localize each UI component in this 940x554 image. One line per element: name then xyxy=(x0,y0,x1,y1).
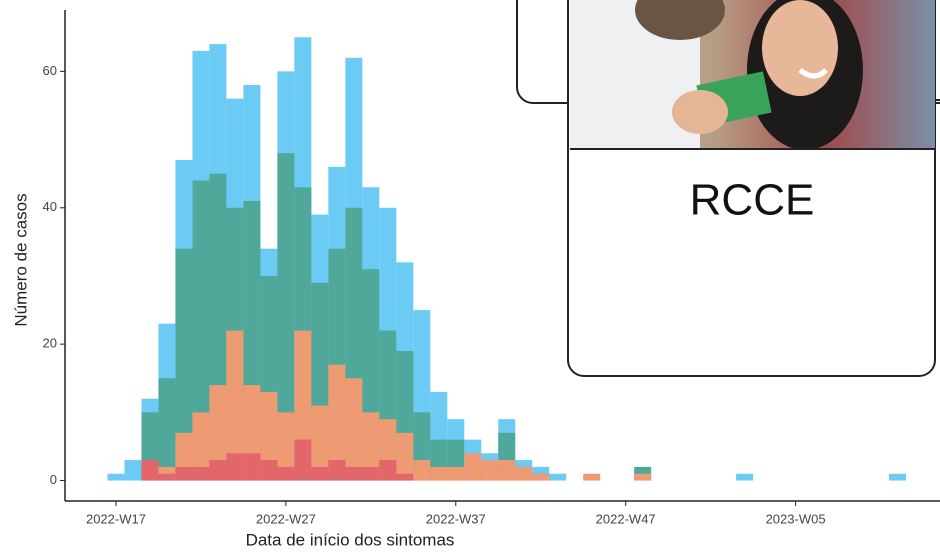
bar xyxy=(345,378,363,481)
bar xyxy=(549,473,567,481)
bar xyxy=(345,466,363,481)
bar xyxy=(362,466,380,481)
bar xyxy=(379,460,397,481)
photo-face xyxy=(762,0,838,96)
bar xyxy=(277,153,295,481)
bar xyxy=(362,412,380,481)
bar xyxy=(158,473,176,481)
bar xyxy=(209,385,227,481)
x-axis-title: Data de início dos sintomas xyxy=(246,530,455,549)
bar xyxy=(209,460,227,481)
bar xyxy=(498,460,516,481)
bar xyxy=(192,466,210,481)
plot: 0 20 40 60 2022-W17 2022-W27 2022-W37 2022-W47 2… xyxy=(43,10,940,526)
bar xyxy=(124,460,142,481)
bar xyxy=(464,453,482,481)
x-tick-label: 2022-W47 xyxy=(596,511,656,526)
bar xyxy=(481,460,499,481)
bar xyxy=(294,439,312,481)
photo-hand xyxy=(672,90,728,134)
bar xyxy=(532,473,550,481)
bar xyxy=(430,466,448,481)
bar xyxy=(515,466,533,481)
bar xyxy=(192,412,210,481)
bar xyxy=(583,473,601,481)
bar xyxy=(311,405,329,481)
bar xyxy=(277,466,295,481)
bar xyxy=(889,473,907,481)
bar xyxy=(413,460,431,481)
x-tick-label: 2022-W37 xyxy=(426,511,486,526)
bar xyxy=(328,364,346,481)
bar xyxy=(175,466,193,481)
bar xyxy=(107,473,125,481)
bar xyxy=(260,391,278,481)
bar xyxy=(447,466,465,481)
x-tick-label: 2022-W17 xyxy=(86,511,146,526)
y-tick-label: 60 xyxy=(43,63,57,78)
bar xyxy=(328,460,346,481)
bar xyxy=(243,453,261,481)
bar xyxy=(260,460,278,481)
bar xyxy=(396,432,414,481)
y-tick-label: 20 xyxy=(43,336,57,351)
bar xyxy=(226,330,244,481)
bar xyxy=(192,180,210,481)
bar xyxy=(634,473,652,481)
photo-beard xyxy=(635,0,725,40)
photo-smile xyxy=(798,67,828,79)
y-tick-label: 0 xyxy=(50,472,57,487)
y-axis-title: Número de casos xyxy=(11,193,30,326)
bar xyxy=(158,378,176,481)
bar xyxy=(141,460,159,481)
y-tick-label: 40 xyxy=(43,199,57,214)
x-tick-label: 2023-W05 xyxy=(766,511,826,526)
bar xyxy=(311,466,329,481)
x-tick-label: 2022-W27 xyxy=(256,511,316,526)
bar xyxy=(736,473,754,481)
bar xyxy=(175,248,193,481)
bar xyxy=(226,453,244,481)
overlay: RCCE xyxy=(516,0,940,377)
bar xyxy=(396,473,414,481)
card-label[interactable]: RCCE xyxy=(690,176,815,225)
bar xyxy=(277,412,295,481)
